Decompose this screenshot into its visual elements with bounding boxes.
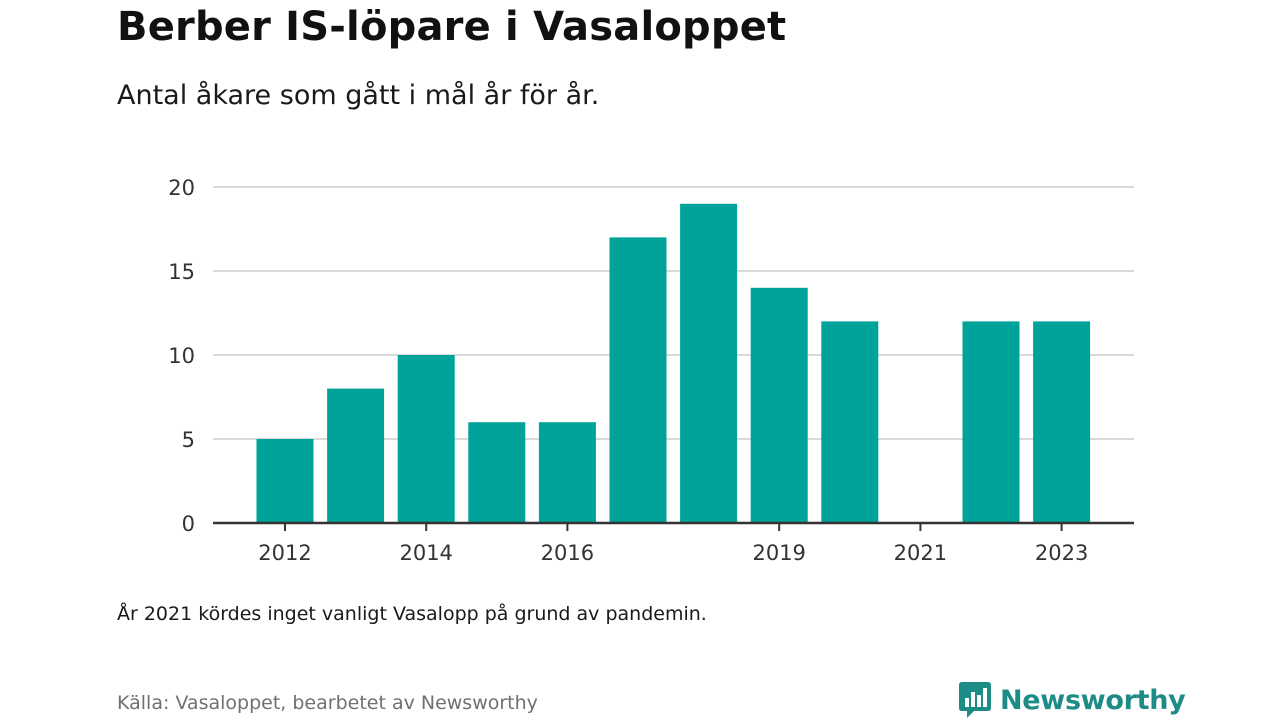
y-tick-label: 5 <box>182 428 195 452</box>
bar-2013 <box>327 388 385 523</box>
y-tick-label: 10 <box>168 344 195 368</box>
x-tick-label: 2019 <box>752 541 805 565</box>
bar-2012 <box>256 439 314 523</box>
bar-2022 <box>962 321 1020 523</box>
y-tick-label: 0 <box>182 512 195 536</box>
x-tick-label: 2023 <box>1035 541 1088 565</box>
chart-subtitle: Antal åkare som gått i mål år för år. <box>117 80 600 111</box>
bars <box>256 203 1091 524</box>
bar-chart: 0 5 10 15 20 2012 2014 2016 2019 2021 2023 <box>168 176 1134 565</box>
newsworthy-logo: Newsworthy <box>958 680 1186 720</box>
bar-2018 <box>680 203 738 524</box>
chart-title: Berber IS-löpare i Vasaloppet <box>117 4 787 50</box>
y-axis-ticks: 0 5 10 15 20 <box>168 176 195 536</box>
y-tick-label: 15 <box>168 260 195 284</box>
bar-2015 <box>468 422 526 523</box>
newsworthy-bars-icon <box>959 682 991 718</box>
chart-note: År 2021 kördes inget vanligt Vasalopp på… <box>117 603 707 625</box>
y-tick-label: 20 <box>168 176 195 200</box>
bar-2019 <box>750 287 808 523</box>
x-tick-label: 2012 <box>258 541 311 565</box>
source-credit: Källa: Vasaloppet, bearbetet av Newswort… <box>117 692 538 714</box>
bar-2023 <box>1033 321 1091 523</box>
bar-2017 <box>609 237 667 523</box>
x-tick-label: 2016 <box>541 541 594 565</box>
bar-2020 <box>821 321 879 523</box>
x-tick-label: 2021 <box>894 541 947 565</box>
bar-2014 <box>397 355 455 523</box>
x-axis-ticks: 2012 2014 2016 2019 2021 2023 <box>258 523 1088 565</box>
bar-2016 <box>538 422 596 523</box>
brand-name: Newsworthy <box>1000 684 1186 716</box>
x-tick-label: 2014 <box>399 541 452 565</box>
